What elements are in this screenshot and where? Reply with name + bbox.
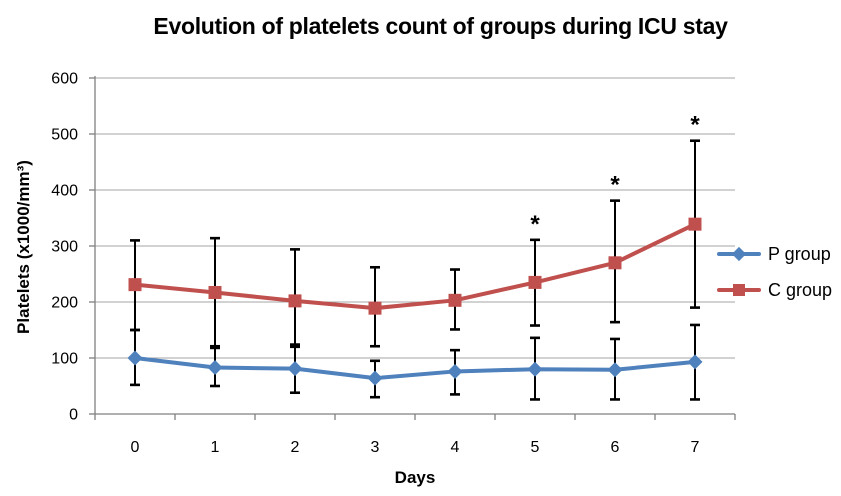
- y-tick-label: 500: [51, 127, 78, 144]
- data-point-c-group: [128, 278, 142, 292]
- data-point-p-group: [287, 361, 303, 377]
- x-axis-title: Days: [394, 468, 436, 487]
- data-point-p-group: [367, 370, 383, 386]
- legend-entry-p-group: P group: [717, 244, 832, 264]
- data-point-p-group: [127, 350, 143, 366]
- data-point-c-group: [448, 293, 462, 307]
- y-tick-label: 300: [51, 239, 78, 256]
- y-tick-label: 200: [51, 295, 78, 312]
- x-tick-label: 0: [131, 439, 140, 456]
- x-tick-label: 2: [291, 439, 300, 456]
- data-point-c-group: [208, 285, 222, 299]
- data-point-c-group: [288, 294, 302, 308]
- x-tick-label: 1: [211, 439, 220, 456]
- legend: P group C group: [717, 244, 832, 300]
- significance-asterisk: *: [530, 211, 540, 238]
- data-point-p-group: [527, 361, 543, 377]
- x-tick-label: 6: [611, 439, 620, 456]
- significance-asterisk: *: [610, 172, 620, 199]
- p-group-line-marker-icon: [717, 246, 761, 262]
- y-tick-label: 600: [51, 71, 78, 88]
- x-tick-label: 3: [371, 439, 380, 456]
- chart-title: Evolution of platelets count of groups d…: [153, 13, 728, 39]
- series-line-c-group: [133, 222, 697, 311]
- data-point-c-group: [528, 275, 542, 289]
- data-point-p-group: [207, 360, 223, 376]
- data-point-c-group: [608, 256, 622, 270]
- x-tick-label: 7: [691, 439, 700, 456]
- legend-entry-c-group: C group: [717, 280, 832, 300]
- legend-label-c-group: C group: [768, 279, 833, 300]
- data-point-p-group: [447, 363, 463, 379]
- data-point-p-group: [607, 362, 623, 378]
- c-group-line-marker-icon: [717, 284, 761, 296]
- y-tick-label: 400: [51, 183, 78, 200]
- legend-label-p-group: P group: [768, 243, 831, 264]
- data-point-p-group: [687, 354, 703, 370]
- y-tick-label: 0: [69, 407, 78, 424]
- series-line-p-group: [133, 356, 697, 381]
- y-axis-title: Platelets (x1000/mm³): [14, 160, 33, 334]
- data-point-c-group: [368, 301, 382, 315]
- data-point-c-group: [688, 217, 702, 231]
- x-tick-label: 5: [531, 439, 540, 456]
- significance-asterisk: *: [690, 112, 700, 139]
- y-tick-label: 100: [51, 351, 78, 368]
- x-tick-label: 4: [451, 439, 460, 456]
